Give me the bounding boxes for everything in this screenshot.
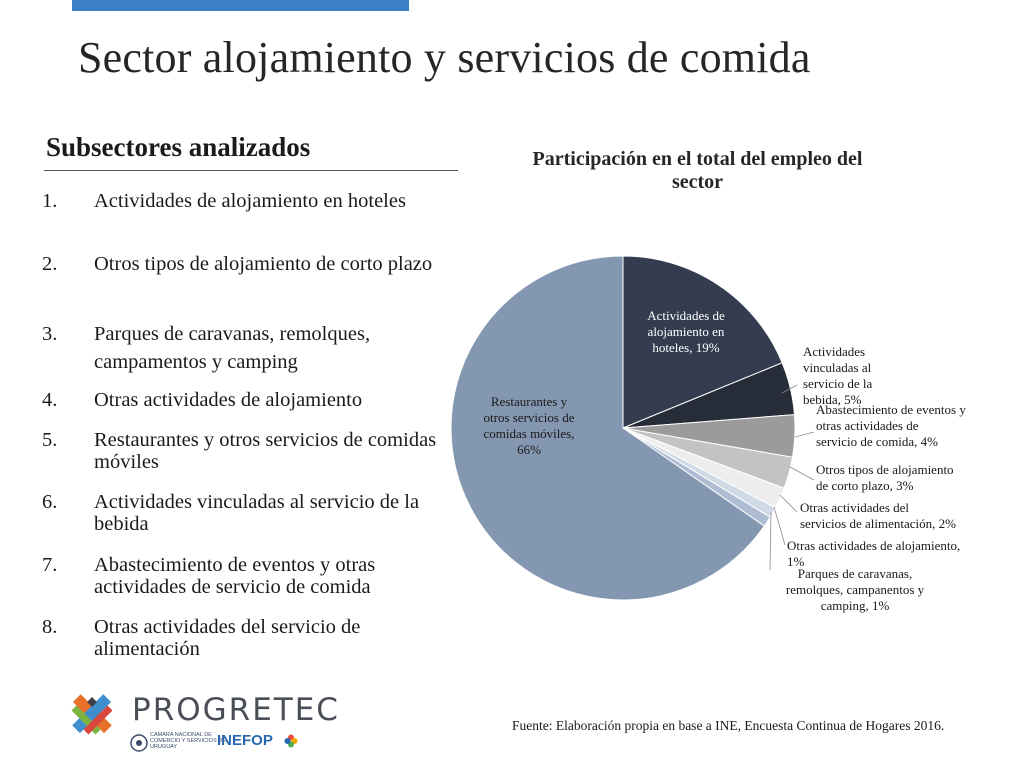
- camara-name: Cámara Nacional de Comercio y Servicios …: [150, 732, 229, 750]
- list-number: 1.: [42, 190, 58, 212]
- list-text: Restaurantes y otros servicios de comida…: [94, 429, 437, 473]
- slice-label: Abastecimiento de eventos y otras activid…: [816, 402, 966, 449]
- inefop-wordmark: INEFOP: [217, 732, 273, 749]
- progretec-logo-icon: [71, 694, 113, 735]
- accent-bar: [72, 0, 409, 11]
- list-text: Otras actividades de alojamiento: [94, 389, 363, 411]
- logo-area: PROGRETEC Cámara Nacional de Comercio y …: [62, 684, 338, 764]
- section-heading: Subsectores analizados: [46, 132, 311, 162]
- list-number: 6.: [42, 491, 58, 513]
- progretec-wordmark: PROGRETEC: [132, 692, 340, 728]
- list-number: 4.: [42, 389, 58, 411]
- slice-label: Actividades de alojamiento en hoteles, 19%: [647, 308, 725, 355]
- slice-label: Otras actividades del servicios de alimen…: [800, 500, 956, 531]
- list-number: 3.: [42, 323, 58, 345]
- slice-label: Parques de caravanas, remolques, campanen…: [786, 566, 925, 613]
- list-number: 8.: [42, 616, 58, 638]
- list-text: Actividades de alojamiento en hoteles: [94, 190, 406, 212]
- heading-underline: [44, 170, 458, 171]
- list-text: Actividades vinculadas al servicio de la…: [94, 491, 420, 535]
- pie-slice: [622, 255, 783, 429]
- leader-line: [794, 431, 815, 438]
- list-text: Otros tipos de alojamiento de corto plaz…: [94, 253, 433, 275]
- inefop-flower-icon: [284, 734, 298, 748]
- slice-label: Actividades vinculadas al servicio de la be…: [803, 344, 873, 407]
- slide-title: Sector alojamiento y servicios de comida: [78, 33, 811, 82]
- list-text: Otras actividades del servicio de alimen…: [94, 616, 361, 660]
- leader-line: [779, 494, 798, 513]
- slice-label: Otros tipos de alojamiento de corto plazo…: [816, 462, 954, 493]
- list-text: Abastecimiento de eventos y otras activi…: [94, 554, 376, 598]
- leader-line: [773, 506, 786, 546]
- leader-line: [789, 466, 815, 481]
- leader-line: [769, 511, 772, 571]
- list-number: 5.: [42, 429, 58, 451]
- list-number: 2.: [42, 253, 58, 275]
- slice-label: Restaurantes y otros servicios de comidas …: [484, 394, 575, 457]
- list-number: 7.: [42, 554, 58, 576]
- chart-title: Participación en el total del empleo del…: [532, 148, 863, 193]
- camara-seal-icon: [130, 734, 148, 752]
- leader-line: [781, 384, 798, 394]
- source-note: Fuente: Elaboración propia en base a INE…: [512, 718, 945, 733]
- slice-label: Otras actividades de alojamiento, 1%: [787, 538, 960, 569]
- list-text: Parques de caravanas, remolques, campame…: [94, 323, 371, 373]
- pie-slice: [450, 255, 766, 601]
